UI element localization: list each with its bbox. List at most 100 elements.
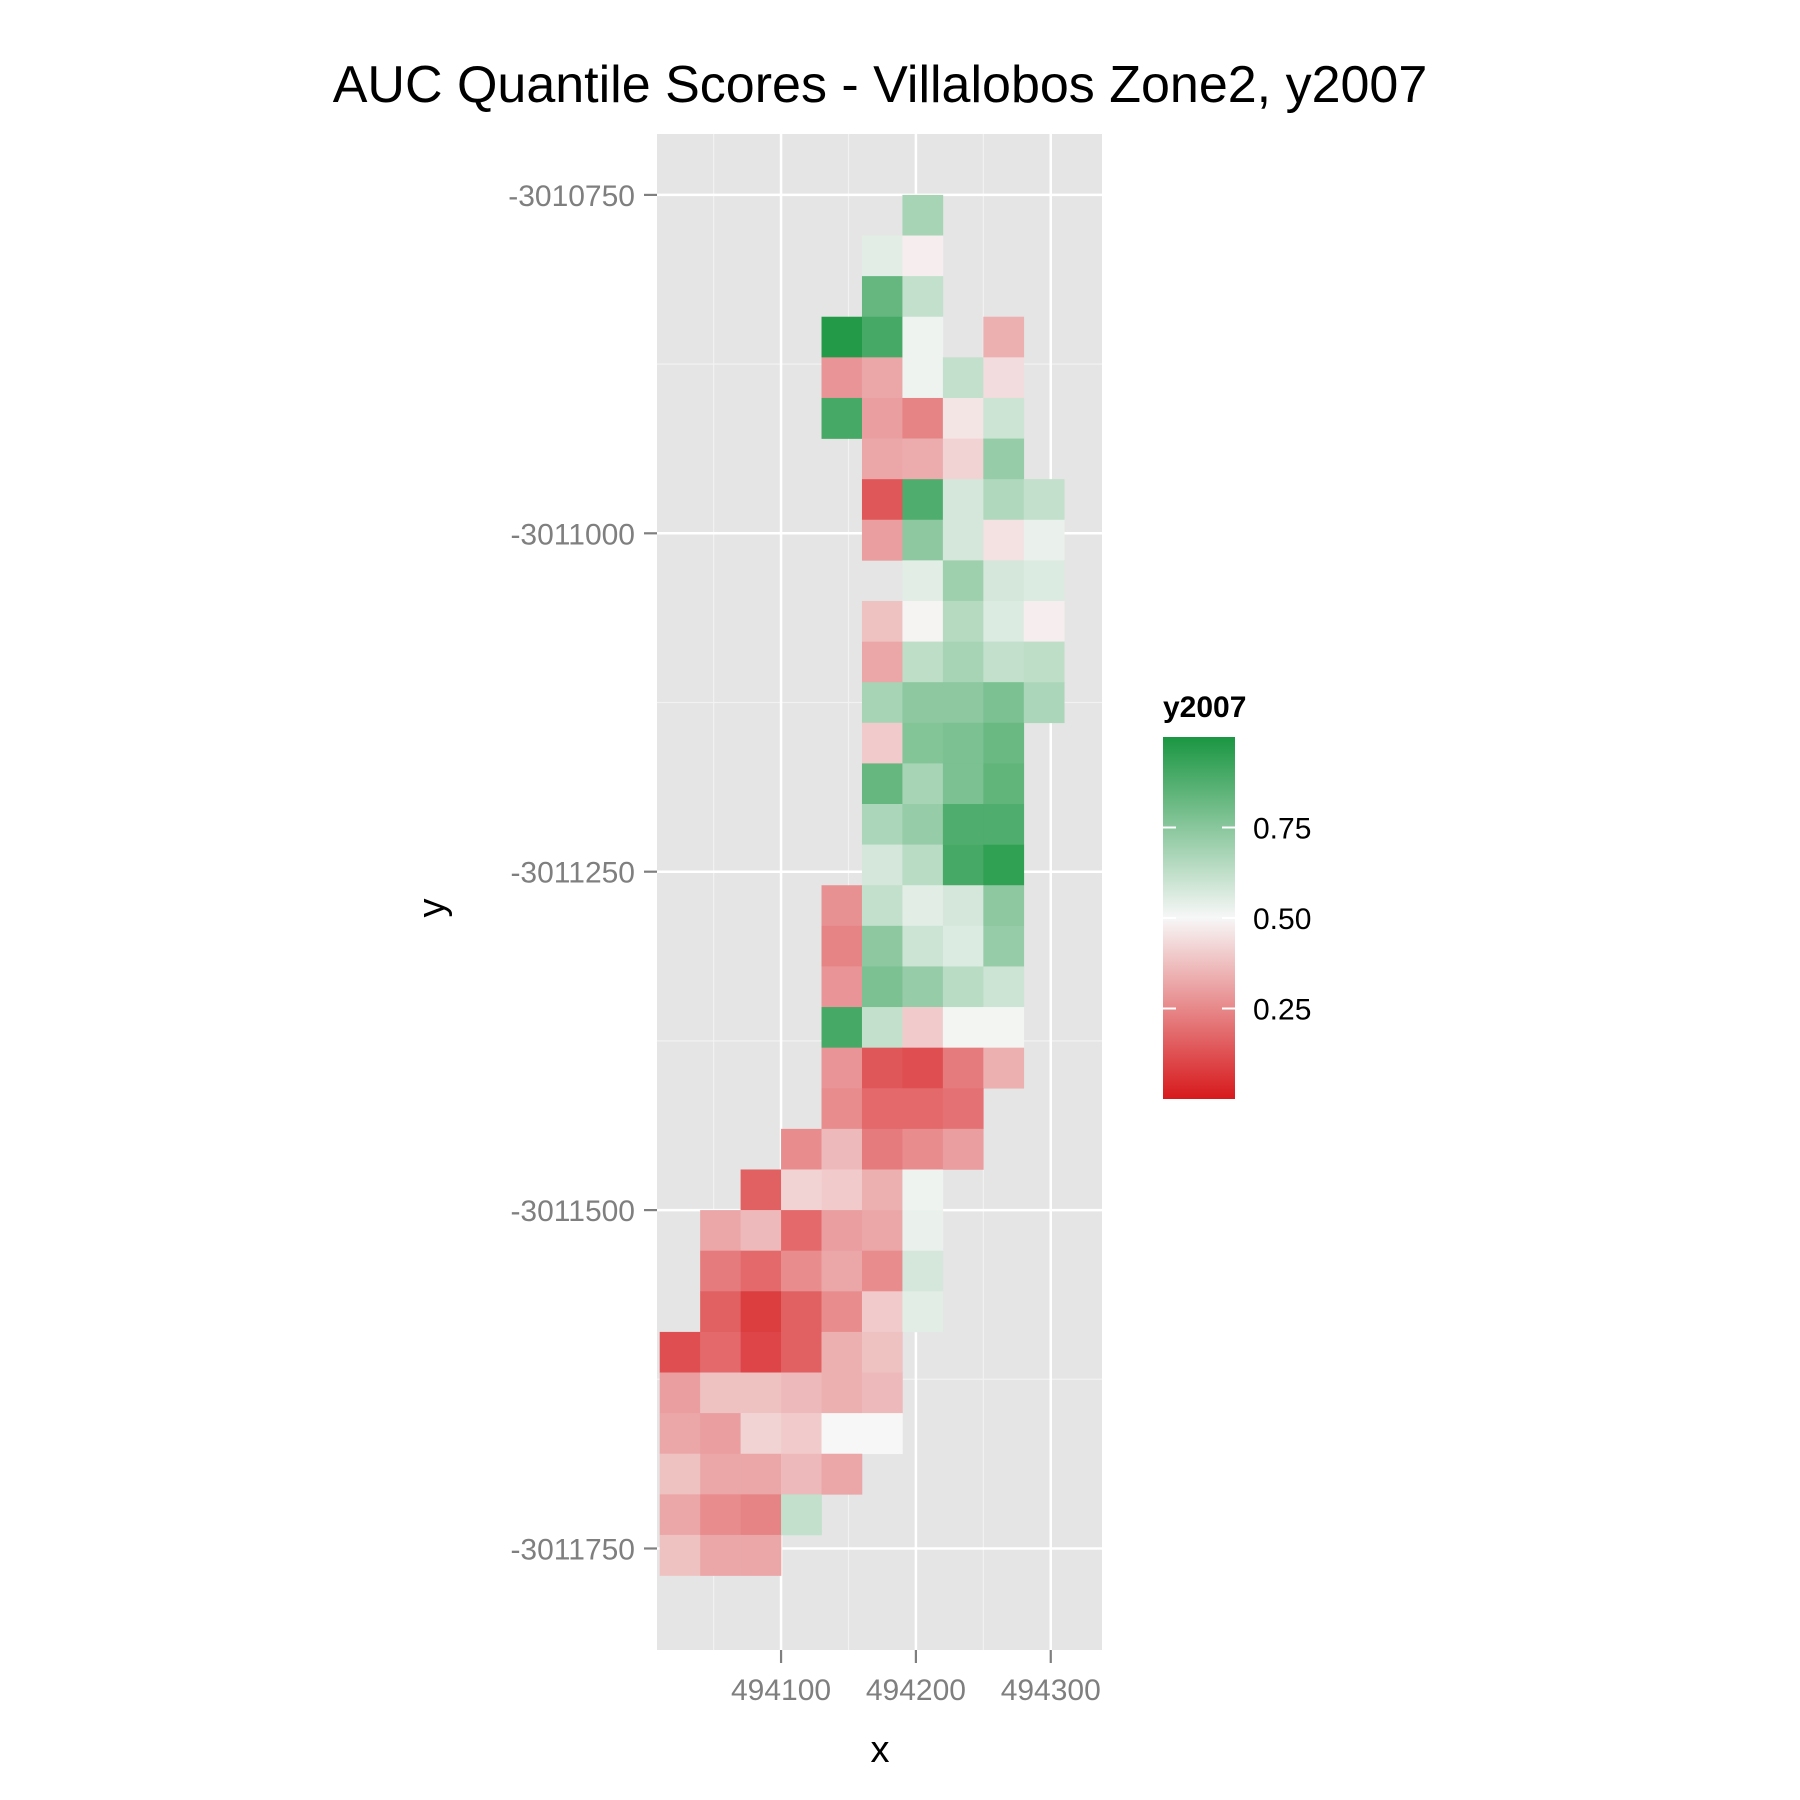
heatmap-cell <box>659 1534 701 1576</box>
heatmap-cell <box>942 438 984 480</box>
heatmap-cell <box>861 357 903 399</box>
heatmap-cell <box>861 276 903 318</box>
heatmap-cell <box>902 479 944 521</box>
heatmap-cell <box>740 1534 782 1576</box>
heatmap-cell <box>700 1210 741 1251</box>
heatmap-cell <box>942 966 984 1008</box>
heatmap-cell <box>821 1210 863 1251</box>
heatmap-cell <box>700 1413 741 1455</box>
heatmap-cell <box>983 682 1025 724</box>
heatmap-cell <box>902 397 944 439</box>
heatmap-cell <box>902 1291 944 1333</box>
heatmap-cell <box>983 641 1025 683</box>
heatmap-cell <box>861 763 903 805</box>
heatmap-cell <box>942 844 984 886</box>
heatmap-cell <box>902 316 944 358</box>
heatmap-cell <box>942 885 984 927</box>
heatmap-cell <box>781 1210 822 1251</box>
heatmap-cell <box>781 1453 822 1495</box>
heatmap-cell <box>861 397 903 439</box>
heatmap-cell <box>983 316 1025 358</box>
heatmap-cell <box>942 1088 984 1130</box>
heatmap-cell <box>861 1088 903 1130</box>
heatmap-cell <box>821 357 863 399</box>
y-tick-label: -3011000 <box>510 518 635 551</box>
heatmap-cell <box>861 1250 903 1292</box>
heatmap-cell <box>659 1331 701 1373</box>
heatmap-cell <box>740 1210 782 1251</box>
heatmap-cell <box>942 682 984 724</box>
heatmap-cell <box>942 519 984 561</box>
y-tick-label: -3011250 <box>510 857 635 890</box>
legend-break-label: 0.50 <box>1253 903 1311 936</box>
heatmap-cell <box>942 763 984 805</box>
heatmap-cell <box>983 804 1025 845</box>
heatmap-cell <box>983 844 1025 886</box>
y-tick-label: -3011500 <box>510 1195 635 1228</box>
heatmap-cell <box>902 966 944 1008</box>
heatmap-cell <box>821 1372 863 1414</box>
heatmap-cell <box>902 1007 944 1048</box>
heatmap-cell <box>861 722 903 764</box>
heatmap-cell <box>902 641 944 683</box>
heatmap-cell <box>861 1007 903 1048</box>
heatmap-cell <box>983 763 1025 805</box>
chart-title: AUC Quantile Scores - Villalobos Zone2, … <box>333 56 1428 114</box>
heatmap-cell <box>1023 560 1065 602</box>
heatmap-cell <box>942 1047 984 1089</box>
heatmap-cell <box>740 1291 782 1333</box>
heatmap-cell <box>942 925 984 967</box>
heatmap-cell <box>740 1331 782 1373</box>
heatmap-cell <box>942 641 984 683</box>
heatmap-cell <box>821 316 863 358</box>
heatmap-cell <box>700 1453 741 1495</box>
heatmap-cell <box>902 235 944 277</box>
heatmap-cell <box>902 276 944 318</box>
legend-title: y2007 <box>1163 691 1246 724</box>
heatmap-cell <box>983 397 1025 439</box>
heatmap-cell <box>983 519 1025 561</box>
heatmap-cell <box>902 1250 944 1292</box>
heatmap-cell <box>942 357 984 399</box>
heatmap-cell <box>821 1291 863 1333</box>
heatmap-cell <box>659 1453 701 1495</box>
heatmap-cell <box>740 1250 782 1292</box>
heatmap-cell <box>700 1494 741 1536</box>
heatmap-cell <box>821 966 863 1008</box>
heatmap-cell <box>861 316 903 358</box>
heatmap-cell <box>983 966 1025 1008</box>
heatmap-cell <box>1023 479 1065 521</box>
heatmap-cell <box>700 1534 741 1576</box>
heatmap-cell <box>1023 641 1065 683</box>
heatmap-cell <box>861 1291 903 1333</box>
heatmap-cell <box>902 682 944 724</box>
heatmap-cell <box>902 438 944 480</box>
heatmap-cell <box>861 1413 903 1455</box>
legend-break-label: 0.75 <box>1253 813 1311 846</box>
heatmap-cell <box>902 519 944 561</box>
heatmap-cell <box>983 1007 1025 1048</box>
heatmap-cell <box>861 479 903 521</box>
legend-ticks: 0.25 0.50 0.75 <box>1163 813 1311 1027</box>
heatmap-cell <box>700 1372 741 1414</box>
heatmap-cell <box>902 357 944 399</box>
heatmap-cell <box>861 641 903 683</box>
heatmap-cell <box>902 1047 944 1089</box>
heatmap-cell <box>821 1047 863 1089</box>
heatmap-cell <box>861 1210 903 1251</box>
heatmap-cell <box>983 438 1025 480</box>
heatmap-cell <box>821 1128 863 1170</box>
x-axis-title: x <box>871 1729 890 1771</box>
heatmap-cell <box>942 1007 984 1048</box>
heatmap-cell <box>700 1291 741 1333</box>
legend-break-label: 0.25 <box>1253 994 1311 1027</box>
heatmap-cell <box>781 1169 822 1211</box>
heatmap-cell <box>861 1047 903 1089</box>
heatmap-cell <box>902 804 944 845</box>
heatmap-cell <box>983 1047 1025 1089</box>
heatmap-cell <box>861 966 903 1008</box>
heatmap-cell <box>821 885 863 927</box>
heatmap-cell <box>861 235 903 277</box>
heatmap-cell <box>1023 682 1065 724</box>
